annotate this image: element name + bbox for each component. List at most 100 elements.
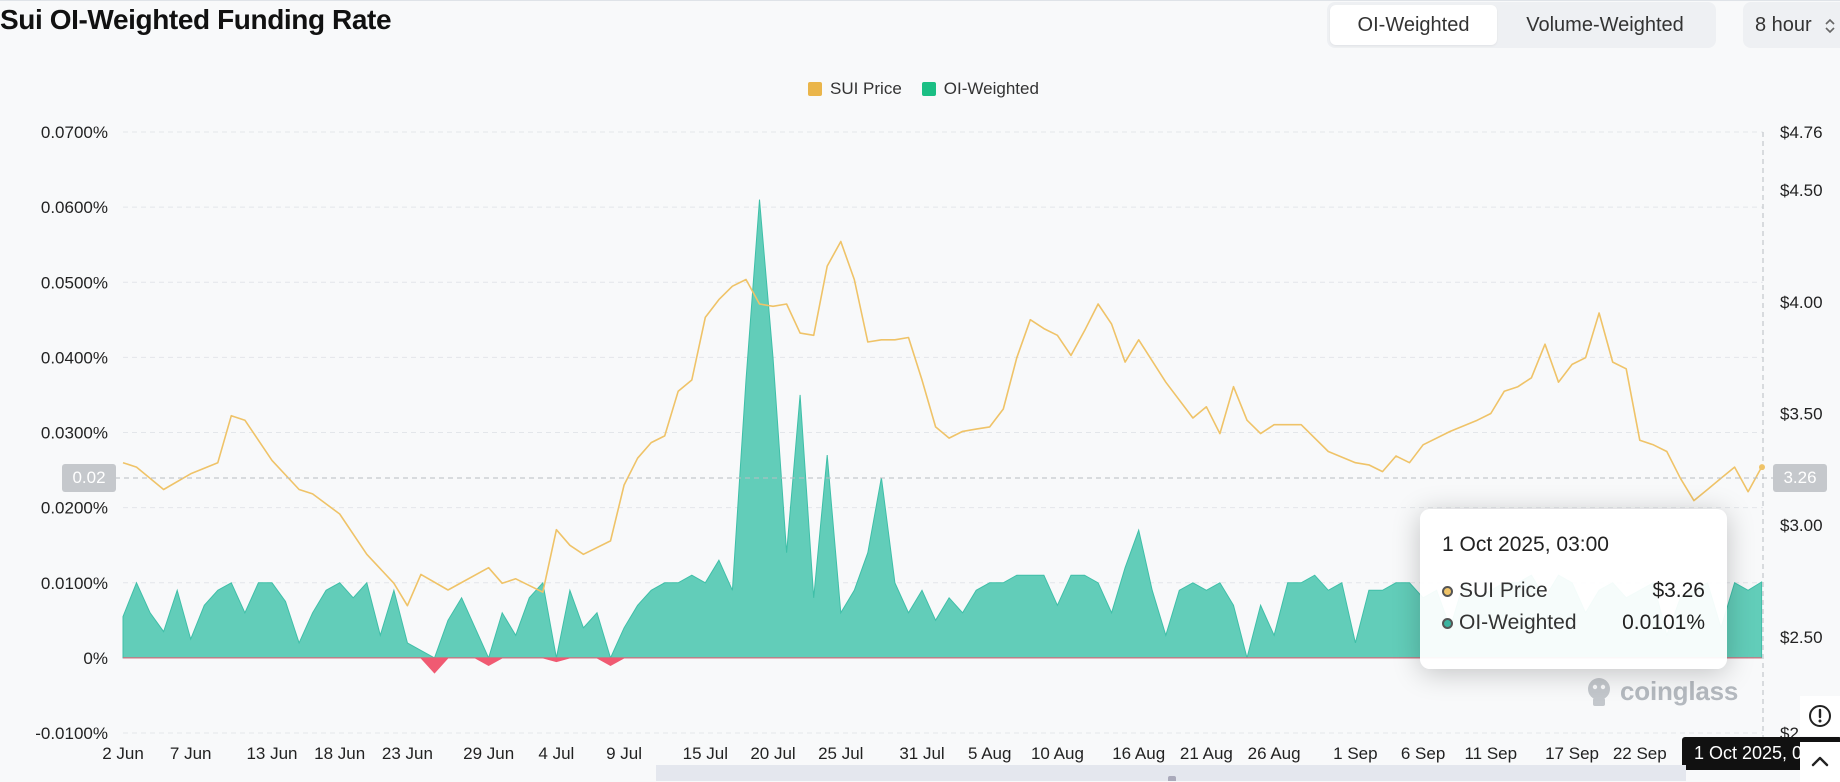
x-tick-label: 26 Aug — [1248, 744, 1301, 763]
y-left-tick-label: 0.0300% — [41, 424, 108, 443]
funding-point — [1098, 582, 1099, 583]
funding-point — [529, 597, 530, 598]
price-point — [610, 540, 611, 541]
price-point — [1328, 451, 1329, 452]
chart-tooltip: 1 Oct 2025, 03:00 SUI Price $3.26 OI-Wei… — [1420, 509, 1727, 669]
funding-point — [1219, 582, 1220, 583]
x-tick-label: 23 Jun — [382, 744, 433, 763]
scrollbar-handle[interactable] — [1168, 776, 1176, 781]
y-left-tick-label: 0.0100% — [41, 574, 108, 593]
funding-point — [434, 672, 435, 673]
price-point — [732, 286, 733, 287]
y-right-tick-label: $3.50 — [1780, 405, 1823, 424]
price-point — [867, 342, 868, 343]
funding-point — [922, 590, 923, 591]
funding-point — [1301, 582, 1302, 583]
price-point — [664, 435, 665, 436]
interval-value: 8 hour — [1755, 14, 1812, 36]
crosshair-left-value: 0.02 — [62, 464, 116, 492]
legend-swatch-funding — [921, 82, 936, 96]
price-point — [1301, 424, 1302, 425]
chart-range-scrollbar[interactable] — [656, 765, 1686, 781]
tooltip-value-funding: 0.0101% — [1622, 611, 1705, 634]
y-right-tick-label: $4.76 — [1780, 123, 1823, 142]
price-point — [786, 304, 787, 305]
alert-button[interactable] — [1800, 696, 1840, 736]
back-to-top-button[interactable] — [1800, 742, 1840, 782]
price-point — [935, 426, 936, 427]
price-point — [366, 554, 367, 555]
y-left-tick-label: 0.0700% — [41, 123, 108, 142]
price-point — [1734, 467, 1735, 468]
funding-point — [1016, 575, 1017, 576]
price-point — [718, 299, 719, 300]
y-left-tick-label: 0.0500% — [41, 273, 108, 292]
funding-point — [691, 575, 692, 576]
price-point — [312, 493, 313, 494]
funding-point — [556, 661, 557, 662]
crosshair-right-value: 3.26 — [1773, 464, 1827, 492]
legend-swatch-price — [808, 82, 822, 96]
legend-label-price: SUI Price — [830, 79, 902, 98]
price-point — [1098, 304, 1099, 305]
funding-point — [569, 590, 570, 591]
tooltip-label-price: SUI Price — [1459, 579, 1548, 602]
funding-point — [1355, 642, 1356, 643]
funding-point — [1761, 581, 1762, 582]
funding-point — [1734, 582, 1735, 583]
coinglass-watermark: coinglass — [1584, 674, 1738, 708]
funding-point — [326, 590, 327, 591]
legend-item-price[interactable]: SUI Price — [808, 79, 902, 99]
funding-point — [1395, 582, 1396, 583]
price-point — [583, 554, 584, 555]
funding-point — [1368, 590, 1369, 591]
price-point — [502, 583, 503, 584]
funding-point — [285, 601, 286, 602]
price-point — [1693, 500, 1694, 501]
funding-point — [1179, 590, 1180, 591]
tab-volume-weighted[interactable]: Volume-Weighted — [1526, 14, 1684, 36]
x-tick-label: 17 Sep — [1545, 744, 1599, 763]
price-point — [1138, 339, 1139, 340]
coinglass-logo-icon — [1588, 678, 1610, 706]
x-tick-label: 25 Jul — [818, 744, 863, 763]
price-point — [1626, 368, 1627, 369]
funding-point — [366, 582, 367, 583]
funding-point — [1043, 575, 1044, 576]
funding-point — [1206, 590, 1207, 591]
funding-point — [353, 597, 354, 598]
y-right-tick-label: $3.00 — [1780, 516, 1823, 535]
funding-point — [1003, 582, 1004, 583]
funding-point — [1152, 590, 1153, 591]
funding-point — [163, 631, 164, 632]
funding-point — [339, 582, 340, 583]
x-tick-label: 21 Aug — [1180, 744, 1233, 763]
funding-point — [299, 642, 300, 643]
legend-label-funding: OI-Weighted — [943, 79, 1039, 98]
price-point — [1233, 386, 1234, 387]
x-tick-label: 11 Sep — [1464, 744, 1517, 763]
funding-point — [1247, 657, 1248, 658]
page-title: Sui OI-Weighted Funding Rate — [0, 4, 392, 35]
funding-point — [678, 582, 679, 583]
legend-item-funding[interactable]: OI-Weighted — [921, 79, 1039, 99]
y-left-tick-label: 0% — [83, 649, 108, 668]
funding-point — [827, 455, 828, 456]
funding-point — [136, 582, 137, 583]
funding-point — [1328, 590, 1329, 591]
interval-select[interactable]: 8 hour — [1743, 2, 1840, 48]
funding-point — [231, 582, 232, 583]
funding-point — [786, 552, 787, 553]
price-point — [1490, 413, 1491, 414]
funding-point — [380, 635, 381, 636]
funding-point — [1287, 582, 1288, 583]
x-tick-label: 29 Jun — [463, 744, 514, 763]
price-point — [1003, 409, 1004, 410]
tooltip-dot-funding — [1442, 617, 1453, 629]
tab-oi-weighted[interactable]: OI-Weighted — [1330, 5, 1497, 45]
funding-point — [624, 627, 625, 628]
price-point — [1219, 433, 1220, 434]
funding-point — [962, 612, 963, 613]
x-tick-label: 18 Jun — [314, 744, 365, 763]
price-point — [949, 438, 950, 439]
